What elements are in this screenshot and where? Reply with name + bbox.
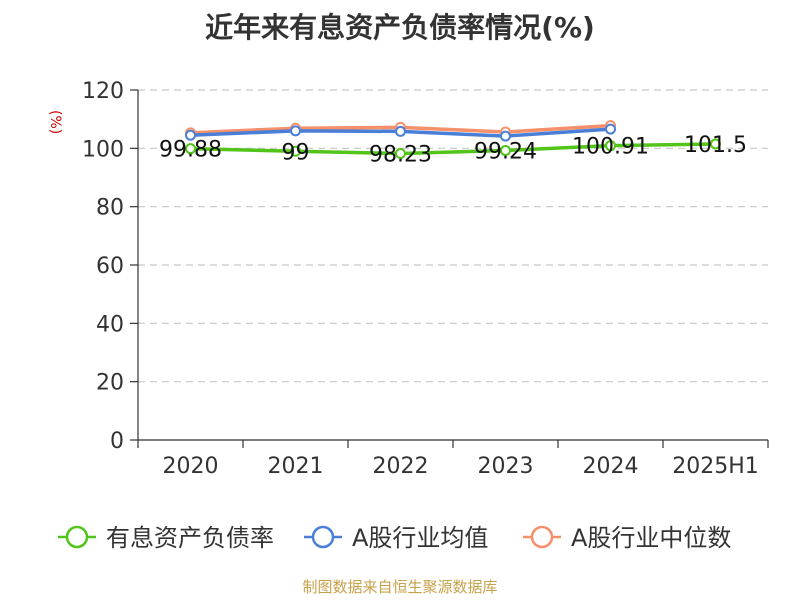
data-point (290, 145, 301, 157)
series-lines (185, 120, 721, 159)
axes: 0 20 40 60 80 100 120 2020 2021 2022 2023 2024 2025H… (82, 79, 769, 479)
data-point (500, 145, 511, 157)
data-point (185, 143, 196, 155)
data-label: 99.24 (474, 140, 537, 165)
data-labels: 99.88 99 98.23 99.24 100.91 101.5 (159, 133, 747, 168)
data-point (605, 140, 616, 152)
x-tick-label: 2022 (373, 454, 429, 479)
legend-label: A股行业均值 (352, 524, 488, 552)
data-point (710, 138, 721, 150)
legend-swatch-marker (530, 525, 554, 549)
chart-title: 近年来有息资产负债率情况(%) (205, 11, 595, 44)
data-point (605, 123, 616, 135)
legend-swatch-marker (311, 525, 335, 549)
data-label: 98.23 (369, 142, 432, 167)
legend-label: A股行业中位数 (571, 524, 731, 552)
data-label: 99 (282, 140, 310, 165)
series-line (190, 142, 716, 156)
data-label: 101.5 (684, 133, 747, 158)
y-tick-label: 0 (110, 429, 124, 454)
y-tick-label: 40 (96, 312, 124, 337)
data-point (395, 147, 406, 159)
y-tick-label: 100 (82, 137, 124, 162)
data-point (395, 125, 406, 137)
grid-lines (138, 89, 768, 383)
x-tick-label: 2023 (478, 454, 534, 479)
data-label: 100.91 (572, 135, 649, 160)
data-point (185, 129, 196, 141)
x-tick-label: 2021 (268, 454, 324, 479)
data-label: 99.88 (159, 138, 222, 163)
x-tick-label: 2024 (583, 454, 639, 479)
y-tick-label: 20 (96, 371, 124, 396)
y-tick-label: 60 (96, 254, 124, 279)
x-tick-label: 2025H1 (672, 454, 759, 479)
x-tick-label: 2020 (163, 454, 219, 479)
legend-swatch-marker (65, 525, 89, 549)
data-point (290, 125, 301, 137)
data-point (500, 130, 511, 142)
source-note: 制图数据来自恒生聚源数据库 (302, 578, 498, 596)
y-tick-label: 80 (96, 196, 124, 221)
y-tick-label: 120 (82, 79, 124, 104)
legend-label: 有息资产负债率 (106, 524, 274, 552)
legend: 有息资产负债率 A股行业均值 A股行业中位数 (58, 524, 731, 552)
